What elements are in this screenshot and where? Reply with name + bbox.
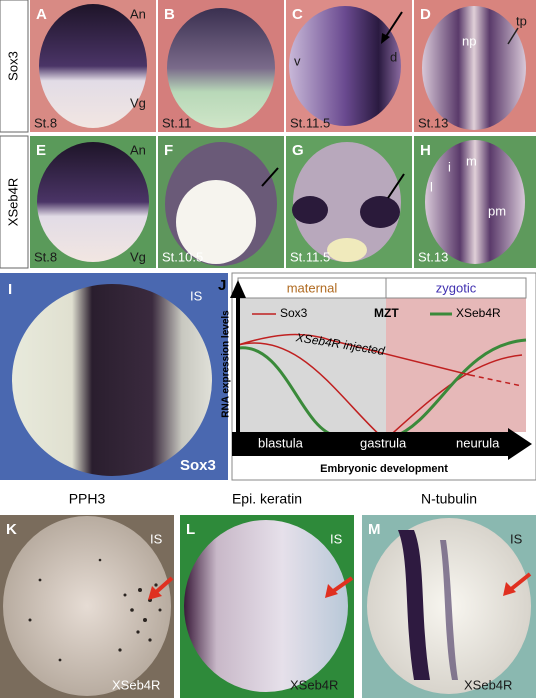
- embryo: [12, 284, 212, 476]
- row-label-box: [0, 135, 29, 269]
- stage-label: St.13: [418, 115, 448, 130]
- panel-label: XSeb4R: [464, 677, 512, 692]
- panel-label: An: [130, 142, 146, 157]
- panel-letter: I: [8, 281, 12, 298]
- injected-curve: [237, 333, 471, 376]
- panel-letter: B: [164, 6, 175, 23]
- panel-label: IS: [190, 288, 203, 303]
- panel-letter: E: [36, 142, 46, 159]
- arrowhead: [148, 586, 162, 600]
- stage-label: St.11.5: [290, 249, 330, 264]
- panel-label: m: [466, 153, 477, 168]
- arrowhead: [325, 584, 338, 598]
- row-label: Sox3: [5, 51, 20, 81]
- panel-label: Vg: [130, 249, 146, 264]
- legend-label: Sox3: [280, 306, 308, 320]
- x-arrowhead: [508, 428, 532, 460]
- row-label: XSeb4R: [5, 178, 20, 226]
- maternal-region: [238, 298, 386, 432]
- arrowhead: [503, 582, 516, 596]
- panel-label: Vg: [130, 95, 146, 110]
- arrowhead: [381, 33, 390, 44]
- panel-label: np: [462, 33, 476, 48]
- arrow: [330, 576, 354, 594]
- panel-label: d: [390, 49, 397, 64]
- stain-header: N-tubulin: [421, 491, 477, 507]
- panel-label: IS: [150, 531, 163, 546]
- panel-letter: H: [420, 142, 431, 159]
- stage-label: blastula: [258, 435, 304, 450]
- transition-label: MZT: [374, 306, 399, 320]
- stage-label: St.8: [34, 249, 57, 264]
- embryo: [39, 4, 147, 128]
- embryo: [293, 142, 401, 262]
- stain: [360, 196, 400, 228]
- embryo: [422, 6, 526, 130]
- stage-label: St.11.5: [290, 115, 330, 130]
- panel-label: IS: [330, 531, 343, 546]
- embryo: [3, 516, 171, 696]
- x-axis-label: Embryonic development: [320, 463, 448, 475]
- stain: [292, 196, 328, 224]
- panel-letter: M: [368, 521, 381, 538]
- panel-letter: A: [36, 6, 47, 23]
- legend-label: XSeb4R: [456, 306, 501, 320]
- panel-letter: J: [218, 277, 226, 294]
- embryo: [425, 140, 525, 264]
- arrow: [387, 173, 405, 199]
- stain-stripe: [398, 530, 430, 680]
- embryo: [289, 6, 401, 126]
- stain-stripe: [440, 540, 458, 680]
- embryo: [167, 8, 275, 128]
- panel-label: XSeb4R: [112, 677, 160, 692]
- arrow: [261, 167, 279, 187]
- panel-letter: G: [292, 142, 304, 159]
- panel-label: i: [448, 159, 451, 174]
- panel-label: XSeb4R: [290, 677, 338, 692]
- x-axis-bar: [232, 432, 510, 456]
- panel-letter: L: [186, 521, 195, 538]
- stain-header: Epi. keratin: [232, 491, 302, 507]
- stage-label: gastrula: [360, 435, 407, 450]
- phase-label: maternal: [287, 280, 338, 295]
- yolk: [176, 180, 256, 264]
- panel-letter: C: [292, 6, 303, 23]
- panel-label: tp: [516, 13, 527, 28]
- zygotic-region: [386, 298, 526, 432]
- yolk: [327, 238, 367, 262]
- panel-letter: F: [164, 142, 173, 159]
- panel-label: v: [294, 53, 301, 68]
- panel-label: pm: [488, 203, 506, 218]
- panel-letter: D: [420, 6, 431, 23]
- panel-label: IS: [510, 531, 523, 546]
- phase-box: [385, 277, 527, 299]
- embryo: [37, 142, 149, 262]
- panel-label: Sox3: [180, 457, 216, 474]
- phase-label: zygotic: [436, 280, 477, 295]
- arrow: [507, 27, 519, 45]
- arrow: [384, 11, 403, 39]
- stage-label: St.11: [162, 115, 191, 130]
- panel-label: l: [430, 179, 433, 194]
- y-axis-label: RNA expression levels: [221, 310, 232, 418]
- stage-label: St.13: [418, 249, 448, 264]
- panel-letter: K: [6, 521, 17, 538]
- stage-label: neurula: [456, 435, 500, 450]
- panel-label: An: [130, 6, 146, 21]
- stain-header: PPH3: [69, 491, 106, 507]
- header-box: [0, 486, 174, 514]
- stain-dots: [28, 558, 162, 662]
- arrow: [508, 572, 532, 592]
- embryo: [184, 520, 348, 692]
- y-axis: [236, 296, 240, 432]
- row-label-box: [0, 0, 29, 133]
- stage-label: St.10.5: [162, 249, 203, 264]
- y-arrowhead: [230, 280, 246, 298]
- stage-label: St.8: [34, 115, 57, 130]
